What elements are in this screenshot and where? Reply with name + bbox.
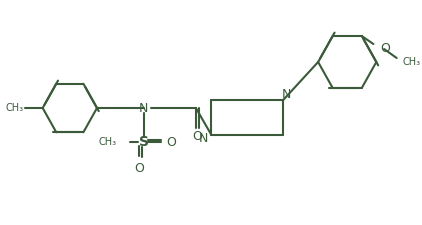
Text: O: O: [135, 162, 145, 176]
Text: CH₃: CH₃: [403, 57, 421, 67]
Text: O: O: [380, 42, 390, 54]
Text: O: O: [192, 130, 202, 142]
Text: CH₃: CH₃: [98, 137, 116, 147]
Text: N: N: [139, 101, 148, 115]
Text: S: S: [138, 135, 149, 149]
Text: O: O: [166, 135, 176, 148]
Text: N: N: [281, 88, 291, 101]
Text: CH₃: CH₃: [5, 103, 23, 113]
Text: N: N: [199, 131, 208, 144]
